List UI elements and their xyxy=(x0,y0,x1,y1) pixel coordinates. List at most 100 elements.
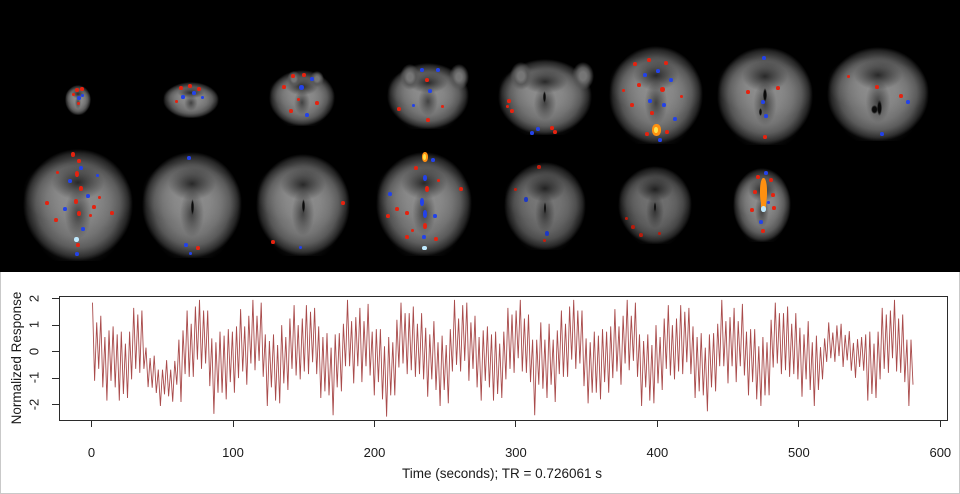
activation-dot xyxy=(387,191,392,196)
activation-dot xyxy=(441,105,445,109)
activation-dot xyxy=(762,55,767,60)
activation-dot xyxy=(638,233,643,238)
activation-dot xyxy=(650,110,655,115)
brain-slice xyxy=(504,162,586,250)
brain-slice xyxy=(256,154,350,256)
activation-dot xyxy=(745,90,750,95)
activation-dot xyxy=(76,159,81,164)
activation-dot xyxy=(299,245,303,249)
activation-dot xyxy=(414,165,419,170)
activation-dot xyxy=(637,83,642,88)
activation-dot xyxy=(271,239,276,244)
activation-dot xyxy=(870,105,878,115)
activation-dot xyxy=(648,98,653,103)
activation-dot xyxy=(775,86,780,91)
x-tick-mark xyxy=(656,420,658,427)
activation-dot xyxy=(432,214,437,219)
activation-dot xyxy=(72,93,76,97)
y-tick-mark xyxy=(52,324,59,326)
activation-dot xyxy=(45,200,49,205)
timeseries-line xyxy=(92,299,914,417)
y-tick-label: 2 xyxy=(26,294,42,303)
activation-dot xyxy=(422,245,428,250)
activation-dot xyxy=(760,228,765,233)
activation-dot xyxy=(181,94,186,99)
activation-dot xyxy=(899,94,904,98)
activation-dot xyxy=(309,76,314,81)
activation-dot xyxy=(75,243,80,248)
x-tick-label: 300 xyxy=(505,445,527,460)
activation-dot xyxy=(430,158,435,163)
activation-dot xyxy=(79,165,84,170)
activation-dot xyxy=(510,109,515,114)
activation-dot xyxy=(763,88,768,103)
activation-dot xyxy=(85,193,90,198)
activation-dot xyxy=(552,130,557,135)
brain-slice xyxy=(269,70,335,126)
activation-dot xyxy=(423,174,428,181)
activation-dot xyxy=(89,213,92,217)
activation-dot xyxy=(191,198,194,215)
activation-dot xyxy=(56,171,59,175)
activation-dot xyxy=(196,87,201,92)
activation-dot xyxy=(437,179,441,183)
brain-lobe-blob xyxy=(510,62,533,91)
activation-dot xyxy=(340,200,345,205)
activation-dot xyxy=(404,235,409,240)
activation-dot xyxy=(187,156,191,161)
brain-slice xyxy=(142,152,242,258)
activation-dot xyxy=(178,86,183,91)
activation-dot xyxy=(410,228,414,232)
y-tick-mark xyxy=(52,377,59,379)
activation-dot xyxy=(654,201,657,212)
activation-dot xyxy=(625,217,629,221)
x-tick-label: 600 xyxy=(929,445,952,460)
activation-dot xyxy=(507,98,512,103)
activation-dot xyxy=(109,210,114,215)
activation-dot xyxy=(644,132,649,137)
activation-dot xyxy=(847,75,851,79)
activation-dot xyxy=(53,218,58,223)
activation-dot xyxy=(772,206,777,211)
activation-dot xyxy=(74,88,79,92)
activation-dot xyxy=(97,196,101,200)
activation-dot xyxy=(549,125,554,130)
activation-dot xyxy=(423,222,428,229)
activation-dot xyxy=(424,77,429,82)
activation-dot xyxy=(201,96,205,100)
activation-dot xyxy=(529,131,534,136)
x-tick-mark xyxy=(373,420,375,427)
activation-dot xyxy=(545,230,549,236)
activation-dot xyxy=(404,211,409,216)
brain-lobe-blob xyxy=(449,64,470,91)
brain-slice xyxy=(65,85,91,115)
activation-dot xyxy=(766,200,770,204)
activation-dot xyxy=(282,84,287,89)
activation-dot xyxy=(74,171,79,178)
y-tick-label: -2 xyxy=(26,398,42,411)
activation-dot xyxy=(657,138,662,143)
activation-dot xyxy=(761,99,766,104)
brain-slice xyxy=(387,63,470,129)
brain-slice xyxy=(23,149,133,261)
activation-dot xyxy=(663,60,668,65)
plot-frame xyxy=(59,296,948,421)
activation-dot xyxy=(422,235,427,240)
activation-dot xyxy=(543,239,547,243)
activation-dot xyxy=(761,206,767,213)
activation-dot xyxy=(192,91,197,96)
y-tick-label: 1 xyxy=(26,321,42,329)
activation-dot xyxy=(196,246,200,251)
activation-dot xyxy=(505,104,509,108)
activation-dot xyxy=(543,90,547,103)
brain-slice xyxy=(163,82,219,118)
activation-dot xyxy=(79,185,84,191)
activation-dot xyxy=(535,127,540,132)
activation-dot xyxy=(288,109,293,114)
brain-slice xyxy=(733,168,791,242)
activation-dot xyxy=(189,251,192,255)
activation-dot xyxy=(92,205,97,209)
activation-dot xyxy=(631,225,636,230)
brain-slice xyxy=(717,47,813,145)
activation-dot xyxy=(423,210,428,219)
